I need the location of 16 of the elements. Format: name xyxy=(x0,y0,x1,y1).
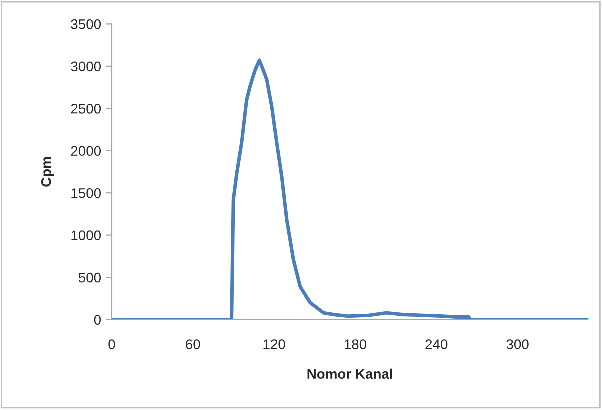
x-tick-label: 240 xyxy=(426,340,448,350)
x-tick-label: 60 xyxy=(186,340,200,350)
y-axis-title: Cpm xyxy=(41,157,54,187)
y-tick-label: 2000 xyxy=(71,146,102,156)
y-tick-label: 0 xyxy=(94,315,102,325)
x-tick-label: 180 xyxy=(344,340,367,350)
y-tick-label: 1500 xyxy=(72,188,102,198)
x-tick-label: 300 xyxy=(506,340,529,350)
x-axis-title: Nomor Kanal xyxy=(308,368,392,380)
y-tick-label: 1000 xyxy=(72,230,102,241)
y-tick-label: 500 xyxy=(78,272,102,283)
x-tick-label: 0 xyxy=(108,340,116,350)
x-tick-label: 120 xyxy=(264,340,286,350)
y-tick-label: 3500 xyxy=(71,20,102,30)
y-tick-label: 3000 xyxy=(71,62,102,72)
y-tick-label: 2500 xyxy=(71,104,102,114)
